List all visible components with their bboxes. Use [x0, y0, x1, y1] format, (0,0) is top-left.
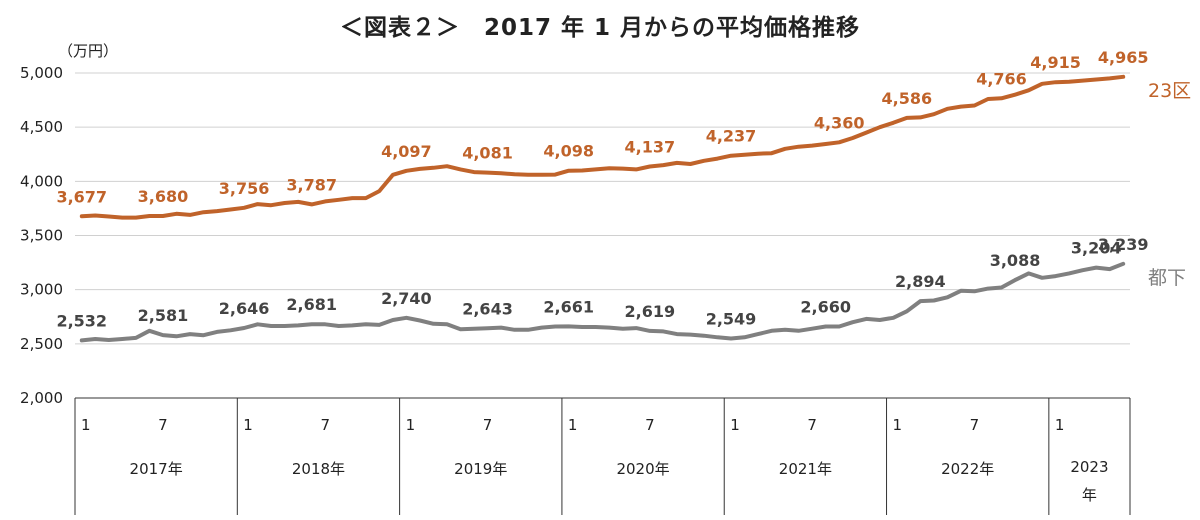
data-label: 2,660	[800, 298, 851, 317]
year-label: 2019年	[454, 460, 507, 478]
data-label: 3,239	[1098, 235, 1149, 254]
data-label: 3,680	[138, 187, 189, 206]
year-label: 2018年	[292, 460, 345, 478]
data-label: 2,894	[895, 272, 946, 291]
x-tick-label: 1	[81, 416, 91, 434]
y-tick-label: 4,000	[20, 172, 63, 190]
data-label: 2,661	[543, 297, 594, 316]
series-label-tokai: 都下	[1148, 267, 1186, 289]
x-tick-label: 1	[730, 416, 740, 434]
x-tick-label: 7	[807, 416, 817, 434]
y-tick-label: 5,000	[20, 64, 63, 82]
data-label: 4,237	[706, 127, 757, 146]
y-tick-label: 3,000	[20, 281, 63, 299]
data-label: 2,619	[625, 302, 676, 321]
y-tick-label: 2,500	[20, 335, 63, 353]
data-label: 3,787	[286, 175, 337, 194]
data-label: 2,740	[381, 289, 432, 308]
x-tick-label: 1	[243, 416, 253, 434]
year-label: 2020年	[616, 460, 669, 478]
year-label: 2017年	[130, 460, 183, 478]
x-tick-label: 1	[406, 416, 416, 434]
y-tick-label: 2,000	[20, 389, 63, 407]
data-label: 3,088	[990, 251, 1041, 270]
data-label: 2,643	[462, 299, 513, 318]
data-label: 4,098	[543, 142, 594, 161]
data-label: 2,646	[219, 299, 270, 318]
x-tick-label: 1	[893, 416, 903, 434]
x-tick-label: 7	[645, 416, 655, 434]
data-label: 4,915	[1030, 53, 1081, 72]
data-label: 4,081	[462, 144, 513, 163]
x-tick-label: 1	[568, 416, 578, 434]
data-label: 4,137	[625, 137, 676, 156]
series-line-23ku	[79, 74, 1126, 220]
year-label: 2022年	[941, 460, 994, 478]
x-tick-label: 1	[1055, 416, 1065, 434]
data-label: 2,532	[56, 311, 107, 330]
data-label: 4,586	[882, 89, 933, 108]
y-tick-label: 3,500	[20, 227, 63, 245]
data-label: 2,681	[286, 295, 337, 314]
data-label: 3,204	[1071, 239, 1122, 258]
series-label-23ku: 23区	[1148, 80, 1191, 102]
data-label: 4,360	[814, 113, 865, 132]
year-label-suffix: 年	[1082, 486, 1097, 504]
x-tick-label: 7	[483, 416, 493, 434]
y-axis-unit: （万円）	[58, 42, 118, 60]
x-tick-label: 7	[158, 416, 168, 434]
data-label: 4,766	[976, 69, 1027, 88]
series-line-tokai	[79, 261, 1126, 343]
x-tick-label: 7	[320, 416, 330, 434]
data-label: 4,965	[1098, 48, 1149, 67]
year-label: 2023	[1070, 458, 1108, 476]
year-label: 2021年	[779, 460, 832, 478]
x-tick-label: 7	[970, 416, 980, 434]
data-label: 4,097	[381, 142, 432, 161]
data-label: 3,677	[56, 187, 107, 206]
data-label: 3,756	[219, 179, 270, 198]
chart-title: ＜図表２＞ 2017 年 1 月からの平均価格推移	[339, 15, 861, 41]
y-tick-label: 4,500	[20, 118, 63, 136]
data-label: 2,549	[706, 310, 757, 329]
data-label: 2,581	[138, 306, 189, 325]
